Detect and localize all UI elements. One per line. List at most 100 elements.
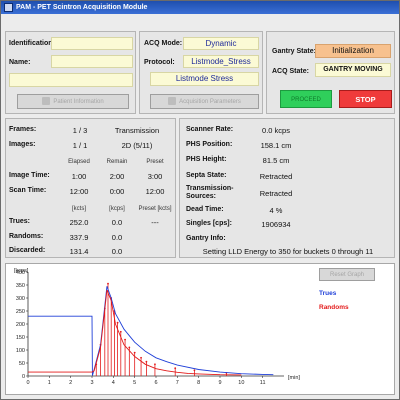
protocol-label: Protocol: (144, 59, 175, 66)
septa-state-value: Retracted (259, 172, 293, 181)
scan-time-label: Scan Time: (9, 187, 47, 194)
scanner-rate-label: Scanner Rate: (186, 126, 234, 133)
randoms-rate: 0.0 (111, 233, 123, 242)
identification-label: Identification: (9, 40, 55, 47)
frames-label: Frames: (9, 126, 37, 133)
images-label: Images: (9, 141, 36, 148)
stop-button[interactable]: STOP (339, 90, 392, 108)
image-time-preset: 3:00 (147, 172, 163, 181)
acq-mode-field: Dynamic (183, 37, 259, 50)
gantry-info-label: Gantry Info: (186, 235, 226, 242)
x-tick-label: 0 (26, 380, 29, 386)
series-line-trues (28, 286, 274, 376)
patient-information-label: Patient Information (53, 99, 104, 105)
randoms-spike-point (133, 351, 136, 354)
gantry-panel: Gantry State: Initialization ACQ State: … (266, 31, 395, 114)
legend-randoms: Randoms (319, 304, 349, 311)
x-tick-label: 8 (197, 380, 200, 386)
transmission-label: Transmission- (186, 185, 234, 192)
phs-height-value: 81.5 cm (262, 156, 290, 165)
scan-time-preset: 12:00 (145, 187, 165, 196)
frames-value: 1 / 3 (72, 126, 88, 135)
randoms-spike-point (193, 369, 196, 372)
x-tick-label: 11 (260, 380, 266, 386)
trues-preset: --- (151, 218, 159, 227)
discarded-elapsed: 131.4 (69, 247, 89, 256)
phs-position-value: 158.1 cm (260, 141, 292, 150)
randoms-spike-point (116, 321, 119, 324)
proceed-button[interactable]: PROCEED (280, 90, 332, 108)
unit-preset-header: Preset [kcts] (138, 206, 172, 212)
images-type: 2D (5/11) (121, 141, 153, 150)
randoms-spike-point (140, 356, 142, 359)
trues-label: Trues: (9, 218, 31, 225)
x-tick-label: 1 (48, 380, 51, 386)
col-remain-header: Remain (106, 159, 128, 165)
y-axis-unit: [kcps] (14, 268, 29, 274)
transmission-value: Retracted (259, 189, 293, 198)
acq-mode-label: ACQ Mode: (144, 40, 183, 47)
x-tick-label: 2 (69, 380, 72, 386)
acquisition-parameters-label: Acquisition Parameters (179, 99, 241, 105)
patient-information-button[interactable]: Patient Information (17, 94, 129, 109)
trues-elapsed: 252.0 (69, 218, 89, 227)
acq-state-field: GANTRY MOVING (315, 63, 391, 77)
y-tick-label: 250 (16, 309, 25, 315)
randoms-spike-point (154, 363, 156, 366)
reset-graph-label: Reset Graph (329, 272, 365, 278)
stop-label: STOP (355, 95, 376, 104)
discarded-label: Discarded: (9, 247, 46, 254)
y-tick-label: 50 (19, 361, 25, 367)
randoms-spike-point (119, 330, 122, 333)
identification-field[interactable] (51, 37, 133, 50)
images-value: 1 / 1 (72, 141, 88, 150)
y-tick-label: 0 (22, 374, 25, 380)
gantry-state-field: Initialization (315, 44, 391, 58)
randoms-spike-point (145, 360, 148, 363)
transmission-label-2: Sources: (186, 193, 216, 200)
patient-icon (42, 97, 51, 106)
acquisition-panel: ACQ Mode: Dynamic Protocol: Listmode_Str… (139, 31, 263, 114)
parameters-icon (168, 97, 177, 106)
image-time-remain: 2:00 (109, 172, 125, 181)
y-tick-label: 100 (16, 348, 25, 354)
image-time-label: Image Time: (9, 172, 50, 179)
randoms-label: Randoms: (9, 233, 44, 240)
y-tick-label: 350 (16, 283, 25, 289)
rate-chart-svg: 0 50 100 150 200 250 300 350 400 0 1 2 3 4 5 6 7 8 9 10 11 [k… (14, 268, 349, 386)
singles-label: Singles [cps]: (186, 220, 232, 227)
phs-position-label: PHS Position: (186, 141, 233, 148)
y-tick-label: 300 (16, 296, 25, 302)
randoms-elapsed: 337.9 (69, 233, 89, 242)
gantry-state-label: Gantry State: (272, 48, 316, 55)
title-bar: PAM - PET Scintron Acquisition Module (1, 1, 399, 14)
acq-state-label: ACQ State: (272, 68, 309, 75)
name-extra-field[interactable] (9, 73, 133, 87)
x-tick-label: 9 (218, 380, 221, 386)
acquisition-parameters-button[interactable]: Acquisition Parameters (150, 94, 259, 109)
reset-graph-button[interactable]: Reset Graph (319, 268, 375, 281)
protocol-field: Listmode_Stress (183, 55, 259, 68)
protocol-name-field: Listmode Stress (150, 72, 259, 86)
y-tick-label: 150 (16, 335, 25, 341)
y-tick-label: 200 (16, 322, 25, 328)
identification-panel: Identification: Name: Patient Informatio… (5, 31, 136, 114)
x-tick-label: 4 (112, 380, 115, 386)
series-line-randoms (28, 290, 242, 376)
discarded-rate: 0.0 (111, 247, 123, 256)
dead-time-value: 4 % (269, 206, 283, 215)
scanner-rate-value: 0.0 kcps (262, 126, 290, 135)
singles-value: 1906934 (261, 220, 291, 229)
name-label: Name: (9, 59, 31, 66)
scanner-panel: Scanner Rate: 0.0 kcps PHS Position: 158… (179, 118, 395, 258)
legend-trues: Trues (319, 290, 337, 297)
x-tick-label: 3 (90, 380, 93, 386)
randoms-spike-point (124, 338, 126, 341)
col-preset-header: Preset (146, 159, 164, 165)
frames-type: Transmission (114, 126, 160, 135)
name-field[interactable] (51, 55, 133, 68)
rate-chart: 0 50 100 150 200 250 300 350 400 0 1 2 3 4 5 6 7 8 9 10 11 [k… (5, 263, 395, 395)
window-title: PAM - PET Scintron Acquisition Module (16, 4, 148, 11)
x-axis-unit: [min] (288, 375, 300, 381)
